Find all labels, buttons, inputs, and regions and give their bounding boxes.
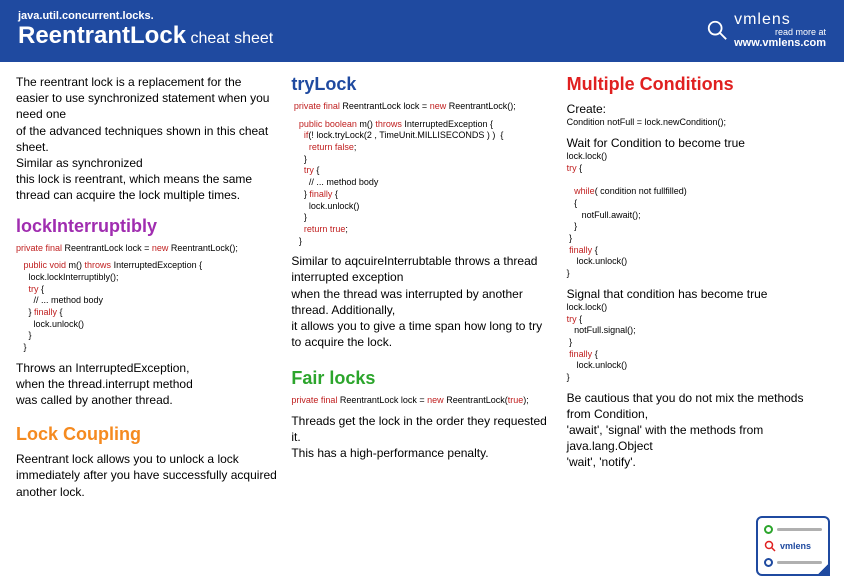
heading-multiple-conditions: Multiple Conditions [567, 74, 828, 95]
content-area: The reentrant lock is a replacement for … [0, 62, 844, 518]
badge-magnifier-icon [764, 540, 776, 552]
trylock-desc: Similar to aqcuireInterrubtable throws a… [291, 253, 552, 350]
badge-dot-green [764, 525, 773, 534]
lockint-desc: Throws an InterruptedException, when the… [16, 360, 277, 409]
vmlens-badge: vmlens [756, 516, 830, 576]
intro-text: The reentrant lock is a replacement for … [16, 74, 277, 204]
code-wait: lock.lock() try { while( condition not f… [567, 151, 828, 280]
corner-fold-icon [816, 562, 830, 576]
column-3: Multiple Conditions Create: Condition no… [567, 74, 828, 508]
badge-brand-text: vmlens [780, 541, 811, 551]
signal-label: Signal that condition has become true [567, 286, 828, 302]
heading-lockinterruptibly: lockInterruptibly [16, 216, 277, 237]
code-trylock-decl: private final ReentrantLock lock = new R… [291, 101, 552, 113]
coupling-desc: Reentrant lock allows you to unlock a lo… [16, 451, 277, 500]
package-path: java.util.concurrent.locks. [18, 10, 273, 22]
heading-fair-locks: Fair locks [291, 368, 552, 389]
brand-text: vmlens read more at www.vmlens.com [734, 11, 826, 49]
page-title: ReentrantLock cheat sheet [18, 22, 273, 50]
read-more-label: read more at [734, 27, 826, 37]
column-2: tryLock private final ReentrantLock lock… [291, 74, 552, 508]
code-trylock-body: public boolean m() throws InterruptedExc… [291, 119, 552, 248]
code-fair: private final ReentrantLock lock = new R… [291, 395, 552, 407]
code-signal: lock.lock() try { notFull.signal(); } fi… [567, 302, 828, 384]
fair-desc: Threads get the lock in the order they r… [291, 413, 552, 462]
caution-text: Be cautious that you do not mix the meth… [567, 390, 828, 471]
column-1: The reentrant lock is a replacement for … [16, 74, 277, 508]
title-main: ReentrantLock [18, 22, 186, 49]
header-right: vmlens read more at www.vmlens.com [706, 11, 826, 49]
heading-trylock: tryLock [291, 74, 552, 95]
badge-line-1 [777, 528, 822, 531]
code-lockint-body: public void m() throws InterruptedExcept… [16, 260, 277, 354]
create-label: Create: [567, 101, 828, 117]
brand-url: www.vmlens.com [734, 37, 826, 49]
code-lockint-decl: private final ReentrantLock lock = new R… [16, 243, 277, 255]
badge-row-3 [764, 558, 822, 567]
badge-row-1 [764, 525, 822, 534]
heading-lock-coupling: Lock Coupling [16, 424, 277, 445]
header-left: java.util.concurrent.locks. ReentrantLoc… [18, 10, 273, 50]
badge-row-2: vmlens [764, 540, 822, 552]
title-sub: cheat sheet [186, 30, 273, 47]
code-create: Condition notFull = lock.newCondition(); [567, 117, 828, 129]
wait-label: Wait for Condition to become true [567, 135, 828, 151]
magnifier-icon [706, 19, 728, 41]
badge-dot-blue [764, 558, 773, 567]
header-bar: java.util.concurrent.locks. ReentrantLoc… [0, 0, 844, 62]
